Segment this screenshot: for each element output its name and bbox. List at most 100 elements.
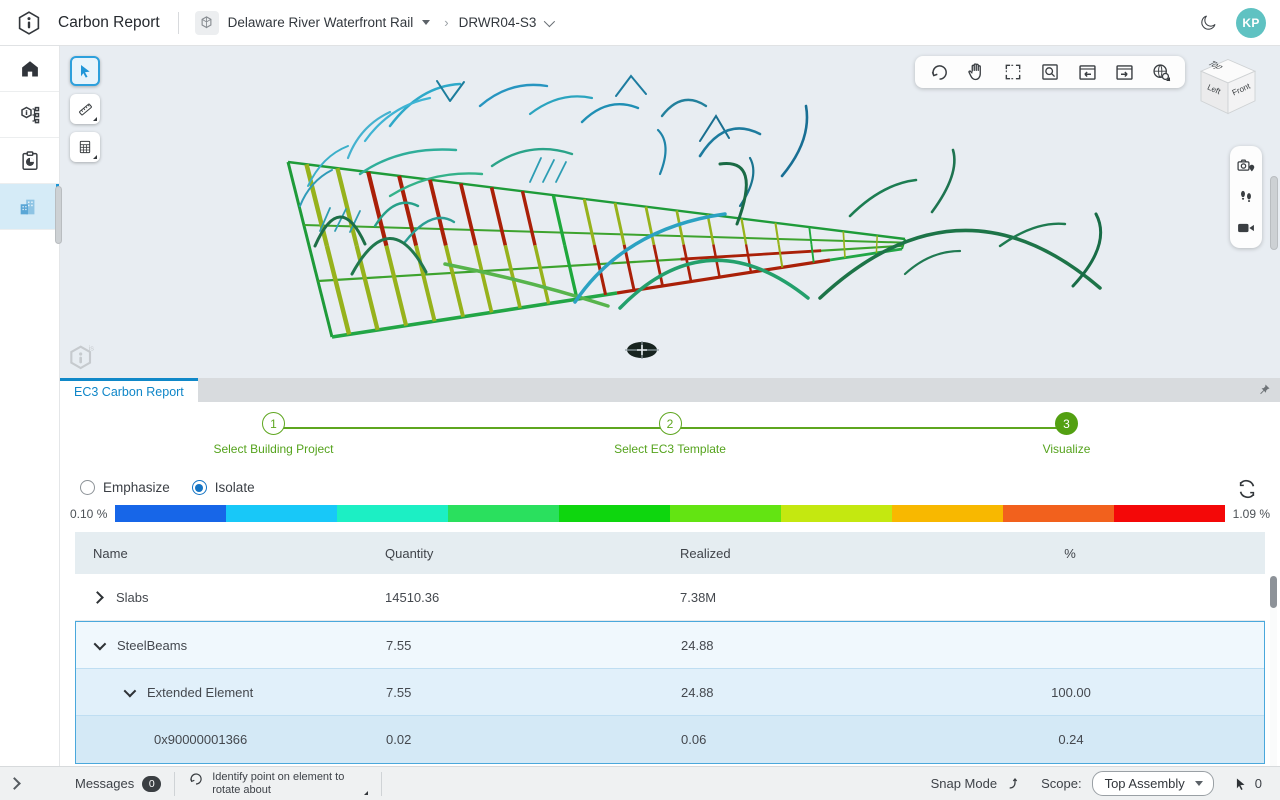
radio-icon bbox=[80, 480, 95, 495]
step-select-building-project[interactable]: 1 Select Building Project bbox=[164, 412, 384, 456]
row-percent: 100.00 bbox=[1051, 684, 1091, 700]
expand-chevron-icon[interactable] bbox=[91, 590, 104, 604]
sidebar-item-home[interactable] bbox=[0, 46, 59, 92]
carbon-table: Name Quantity Realized % Slabs 14510.36 7.… bbox=[75, 532, 1277, 766]
step-select-ec3-template[interactable]: 2 Select EC3 Template bbox=[560, 412, 780, 456]
saved-views-camera-icon[interactable] bbox=[1234, 154, 1258, 178]
legend-color-segment bbox=[448, 505, 560, 522]
measure-tool-button[interactable] bbox=[70, 94, 100, 124]
legend-color-segment bbox=[780, 505, 892, 522]
project-icon bbox=[194, 10, 219, 35]
view-previous-icon[interactable] bbox=[1075, 60, 1099, 84]
table-row[interactable]: Extended Element 7.55 24.88 100.00 bbox=[76, 669, 1264, 716]
app-logo-icon[interactable] bbox=[14, 8, 44, 38]
viewport-resize-handle[interactable] bbox=[1270, 176, 1278, 250]
sidebar-resize-handle[interactable] bbox=[55, 186, 62, 244]
project-caret-icon[interactable] bbox=[422, 20, 431, 25]
table-scrollbar[interactable] bbox=[1270, 576, 1277, 766]
rotate-target-marker bbox=[625, 341, 659, 359]
legend-color-segment bbox=[559, 505, 670, 522]
rotate-view-icon[interactable] bbox=[927, 60, 951, 84]
row-quantity: 7.55 bbox=[386, 684, 412, 700]
fit-view-icon[interactable] bbox=[1001, 60, 1025, 84]
theme-toggle-moon-icon[interactable] bbox=[1199, 13, 1218, 32]
sidebar-item-buildings[interactable] bbox=[0, 184, 59, 230]
snap-mode-label[interactable]: Snap Mode bbox=[930, 776, 998, 791]
dropdown-corner-indicator bbox=[1166, 77, 1170, 81]
row-realized: 24.88 bbox=[681, 684, 714, 700]
model-chevron-icon[interactable] bbox=[544, 15, 556, 27]
scope-dropdown[interactable]: Top Assembly bbox=[1091, 771, 1214, 796]
step-visualize[interactable]: 3 Visualize bbox=[957, 412, 1177, 456]
row-realized: 0.06 bbox=[681, 732, 707, 747]
scope-value: Top Assembly bbox=[1104, 776, 1185, 791]
dropdown-corner-indicator bbox=[93, 117, 97, 121]
tab-ec3-carbon-report[interactable]: EC3 Carbon Report bbox=[60, 378, 198, 402]
prompt-text: Identify point on element to rotate abou… bbox=[212, 771, 345, 796]
view-next-icon[interactable] bbox=[1112, 60, 1136, 84]
selection-count: 0 bbox=[1254, 776, 1262, 791]
select-tool-button[interactable] bbox=[70, 56, 100, 86]
table-scrollbar-thumb[interactable] bbox=[1270, 576, 1277, 608]
rotate-prompt-icon bbox=[190, 773, 202, 785]
collapse-chevron-icon[interactable] bbox=[123, 684, 137, 697]
walk-tool-icon[interactable] bbox=[1234, 185, 1258, 209]
page-title: Carbon Report bbox=[58, 13, 160, 31]
model-name[interactable]: DRWR04-S3 bbox=[458, 15, 537, 30]
header-divider bbox=[177, 11, 179, 34]
view-navigation-toolbar bbox=[915, 56, 1185, 88]
sidebar-item-insights[interactable] bbox=[0, 92, 59, 138]
legend-color-segment bbox=[1113, 505, 1225, 522]
row-name: 0x90000001366 bbox=[154, 732, 248, 747]
row-quantity: 7.55 bbox=[386, 637, 412, 653]
legend-color-segment bbox=[1002, 505, 1114, 522]
table-row[interactable]: Slabs 14510.36 7.38M bbox=[75, 574, 1265, 621]
tool-assistance-prompt[interactable]: Identify point on element to rotate abou… bbox=[188, 771, 369, 796]
sidebar-item-report[interactable] bbox=[0, 138, 59, 184]
snap-mode-icon bbox=[1009, 777, 1018, 789]
column-header-percent[interactable]: % bbox=[1064, 545, 1076, 561]
view-cube[interactable]: Top Left Front bbox=[1192, 54, 1264, 128]
pan-view-icon[interactable] bbox=[964, 60, 988, 84]
pin-panel-button[interactable] bbox=[1254, 381, 1274, 399]
table-row[interactable]: 0x90000001366 0.02 0.06 0.24 bbox=[76, 716, 1264, 763]
column-header-realized[interactable]: Realized bbox=[680, 545, 731, 561]
radio-isolate[interactable]: Isolate bbox=[191, 480, 255, 495]
video-camera-icon[interactable] bbox=[1234, 216, 1258, 240]
row-realized: 7.38M bbox=[680, 589, 717, 605]
legend-gradient-bar bbox=[115, 505, 1225, 522]
legend-color-segment bbox=[115, 505, 227, 522]
visualization-mode-row: Emphasize Isolate bbox=[60, 470, 1280, 503]
home-icon bbox=[19, 58, 41, 80]
table-row[interactable]: SteelBeams 7.55 24.88 bbox=[76, 622, 1264, 669]
project-name[interactable]: Delaware River Waterfront Rail bbox=[227, 15, 414, 30]
column-header-name[interactable]: Name bbox=[93, 545, 128, 561]
scope-caret-icon bbox=[1194, 781, 1203, 786]
walk-tools-toolbar bbox=[1230, 146, 1262, 248]
messages-label[interactable]: Messages bbox=[75, 776, 135, 791]
carbon-legend: 0.10 % 1.09 % bbox=[60, 503, 1280, 528]
zoom-window-icon[interactable] bbox=[1038, 60, 1062, 84]
statusbar-divider bbox=[174, 771, 176, 796]
avatar[interactable]: KP bbox=[1236, 7, 1266, 38]
messages-count-badge: 0 bbox=[142, 775, 162, 792]
column-header-quantity[interactable]: Quantity bbox=[385, 545, 434, 561]
expand-panel-chevron-icon[interactable] bbox=[8, 777, 21, 790]
scope-label: Scope: bbox=[1041, 776, 1082, 791]
section-tool-button[interactable] bbox=[70, 132, 100, 162]
radio-icon bbox=[191, 480, 207, 495]
viewport-3d[interactable]: Top Left Front js bbox=[60, 46, 1280, 378]
select-arrow-icon bbox=[81, 65, 90, 78]
refresh-button[interactable] bbox=[1236, 478, 1258, 500]
collapse-chevron-icon[interactable] bbox=[93, 637, 107, 650]
row-name: SteelBeams bbox=[117, 637, 188, 653]
radio-emphasize[interactable]: Emphasize bbox=[80, 480, 170, 495]
legend-color-segment bbox=[226, 505, 338, 522]
view-cube-front-face bbox=[1227, 70, 1256, 115]
svg-text:Top: Top bbox=[1205, 60, 1228, 71]
legend-color-segment bbox=[891, 505, 1003, 522]
row-quantity: 14510.36 bbox=[385, 589, 440, 605]
cursor-icon bbox=[1236, 777, 1245, 790]
map-locate-icon[interactable] bbox=[1149, 60, 1173, 84]
selection-count-indicator: 0 bbox=[1234, 776, 1262, 791]
